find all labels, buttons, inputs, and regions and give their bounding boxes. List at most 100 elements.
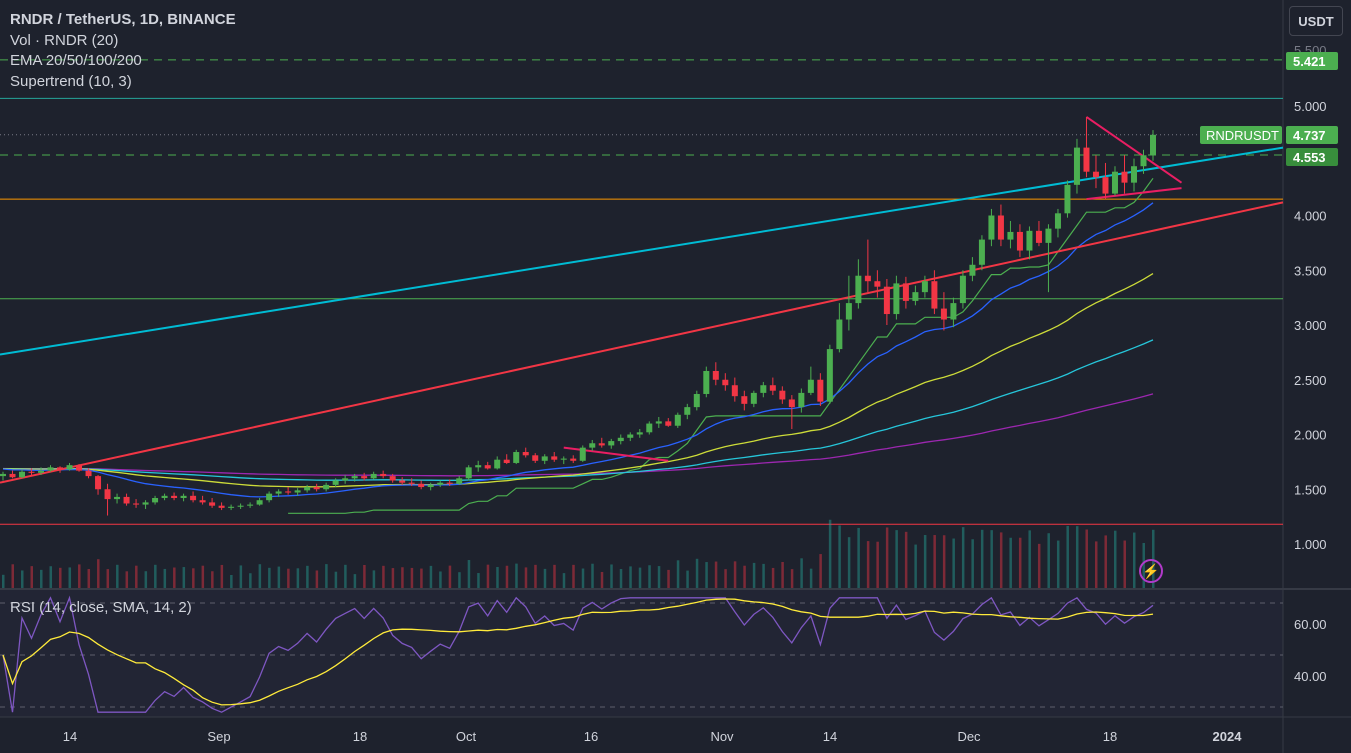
candle-body[interactable] <box>959 275 966 304</box>
candle-body[interactable] <box>731 385 738 397</box>
candle-body[interactable] <box>114 496 121 500</box>
candle-body[interactable] <box>1035 230 1042 243</box>
candle-body[interactable] <box>380 473 387 477</box>
candle-body[interactable] <box>95 476 102 490</box>
candle-body[interactable] <box>256 500 263 505</box>
candle-body[interactable] <box>874 281 881 287</box>
candle-body[interactable] <box>798 392 805 408</box>
candle-body[interactable] <box>484 465 491 469</box>
pink-triangle-upper[interactable] <box>1085 116 1183 184</box>
red-ascending-line[interactable] <box>0 201 1284 484</box>
candle-body[interactable] <box>1140 155 1147 167</box>
candle-body[interactable] <box>1016 231 1023 251</box>
candle-body[interactable] <box>399 480 406 483</box>
candle-body[interactable] <box>85 470 92 477</box>
ema100-line[interactable] <box>2 339 1154 481</box>
candle-body[interactable] <box>28 471 35 473</box>
candle-body[interactable] <box>313 487 320 490</box>
candle-body[interactable] <box>674 414 681 426</box>
rsi-indicator-label[interactable]: RSI (14, close, SMA, 14, 2) <box>10 599 192 616</box>
candle-body[interactable] <box>722 379 729 386</box>
candle-body[interactable] <box>598 443 605 446</box>
candle-body[interactable] <box>304 487 311 491</box>
candle-body[interactable] <box>940 308 947 320</box>
candle-body[interactable] <box>351 476 358 479</box>
candle-body[interactable] <box>323 484 330 490</box>
candle-body[interactable] <box>551 456 558 460</box>
candle-body[interactable] <box>950 303 957 320</box>
candle-body[interactable] <box>199 500 206 503</box>
candle-body[interactable] <box>209 502 216 506</box>
candle-body[interactable] <box>570 458 577 461</box>
candle-body[interactable] <box>1054 213 1061 229</box>
supertrend-line[interactable] <box>288 177 1154 514</box>
candle-body[interactable] <box>1121 171 1128 183</box>
candle-body[interactable] <box>855 275 862 304</box>
candle-body[interactable] <box>988 215 995 240</box>
candle-body[interactable] <box>503 459 510 463</box>
candle-body[interactable] <box>807 379 814 393</box>
candle-body[interactable] <box>1092 171 1099 178</box>
candle-body[interactable] <box>513 452 520 463</box>
candle-body[interactable] <box>646 423 653 433</box>
candle-body[interactable] <box>712 370 719 380</box>
candle-body[interactable] <box>760 385 767 393</box>
candle-body[interactable] <box>1073 147 1080 185</box>
candle-body[interactable] <box>294 490 301 493</box>
candle-body[interactable] <box>465 467 472 479</box>
candle-body[interactable] <box>703 370 710 394</box>
teal-ascending-line[interactable] <box>0 146 1284 356</box>
candle-body[interactable] <box>418 483 425 488</box>
ema20-line[interactable] <box>2 202 1154 498</box>
candle-body[interactable] <box>693 393 700 408</box>
currency-button[interactable]: USDT <box>1289 6 1343 36</box>
candle-body[interactable] <box>1150 134 1156 156</box>
candle-body[interactable] <box>522 452 529 456</box>
candle-body[interactable] <box>921 281 928 293</box>
candle-body[interactable] <box>836 319 843 350</box>
candle-body[interactable] <box>237 505 244 507</box>
symbol-title[interactable]: RNDR / TetherUS, 1D, BINANCE <box>10 11 236 28</box>
candle-body[interactable] <box>608 441 615 446</box>
candle-body[interactable] <box>57 467 64 470</box>
candle-body[interactable] <box>902 283 909 301</box>
candle-body[interactable] <box>1102 177 1109 194</box>
rsi-sma-line[interactable] <box>2 598 1154 706</box>
candle-body[interactable] <box>532 455 539 461</box>
candle-body[interactable] <box>788 399 795 408</box>
candle-body[interactable] <box>969 264 976 276</box>
candle-body[interactable] <box>38 470 45 473</box>
candle-body[interactable] <box>408 482 415 484</box>
candle-body[interactable] <box>389 476 396 481</box>
candle-body[interactable] <box>332 480 339 485</box>
candle-body[interactable] <box>104 489 111 500</box>
candle-body[interactable] <box>560 458 567 460</box>
candle-body[interactable] <box>1064 184 1071 214</box>
candle-body[interactable] <box>494 459 501 469</box>
candle-body[interactable] <box>750 392 757 404</box>
candle-body[interactable] <box>123 496 130 504</box>
candle-body[interactable] <box>627 434 634 438</box>
candle-body[interactable] <box>218 505 225 508</box>
ema-indicator-label[interactable]: EMA 20/50/100/200 <box>10 52 142 69</box>
candle-body[interactable] <box>171 495 178 499</box>
candle-body[interactable] <box>1007 231 1014 240</box>
candle-body[interactable] <box>228 506 235 508</box>
pink-triangle-lower[interactable] <box>1086 187 1182 201</box>
candle-body[interactable] <box>1026 230 1033 251</box>
candle-body[interactable] <box>769 385 776 391</box>
candle-body[interactable] <box>266 493 273 501</box>
candle-body[interactable] <box>19 471 26 478</box>
candle-body[interactable] <box>893 283 900 315</box>
candle-body[interactable] <box>845 303 852 320</box>
candle-body[interactable] <box>589 443 596 448</box>
candle-body[interactable] <box>1130 166 1137 183</box>
volume-indicator-label[interactable]: Vol · RNDR (20) <box>10 31 119 49</box>
candle-body[interactable] <box>370 473 377 479</box>
candle-body[interactable] <box>66 465 73 470</box>
candle-body[interactable] <box>437 482 444 485</box>
candle-body[interactable] <box>133 503 140 505</box>
candle-body[interactable] <box>427 484 434 488</box>
candle-body[interactable] <box>579 447 586 461</box>
